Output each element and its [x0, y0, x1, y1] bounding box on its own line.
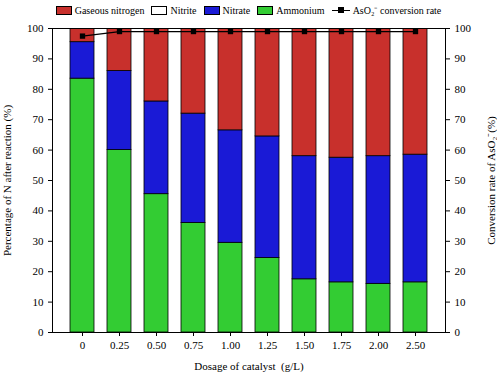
- svg-text:1.00: 1.00: [221, 339, 241, 351]
- svg-text:30: 30: [455, 235, 467, 247]
- svg-text:0.25: 0.25: [110, 339, 130, 351]
- html-text:Nitrate: Nitrate: [222, 4, 251, 16]
- svg-text:40: 40: [33, 204, 45, 216]
- svg-text:0.50: 0.50: [147, 339, 167, 351]
- html-text:Nitrite: Nitrite: [170, 4, 197, 16]
- html-text:Ammonium: Ammonium: [276, 4, 325, 16]
- svg-text:Percentage of N after reaction: Percentage of N after reaction (%): [1, 105, 14, 257]
- svg-text:1.25: 1.25: [258, 339, 278, 351]
- svg-text:2.00: 2.00: [369, 339, 389, 351]
- svg-text:30: 30: [33, 235, 45, 247]
- svg-text:Dosage of catalyst (g/L): Dosage of catalyst (g/L): [194, 360, 304, 373]
- svg-text:1.75: 1.75: [332, 339, 352, 351]
- svg-text:0: 0: [38, 326, 44, 338]
- svg-text:60: 60: [33, 144, 45, 156]
- svg-text:0: 0: [455, 326, 461, 338]
- svg-text:100: 100: [27, 22, 44, 34]
- svg-text:40: 40: [455, 204, 467, 216]
- svg-text:80: 80: [33, 83, 45, 95]
- svg-text:50: 50: [455, 174, 467, 186]
- svg-text:20: 20: [455, 265, 467, 277]
- html-text:Gaseous nitrogen: Gaseous nitrogen: [74, 4, 145, 16]
- svg-text:80: 80: [455, 83, 467, 95]
- svg-text:70: 70: [33, 113, 45, 125]
- svg-text:90: 90: [33, 52, 45, 64]
- svg-text:0.75: 0.75: [184, 339, 204, 351]
- svg-text:90: 90: [455, 52, 467, 64]
- svg-text:100: 100: [455, 22, 472, 34]
- svg-text:70: 70: [455, 113, 467, 125]
- svg-text:60: 60: [455, 144, 467, 156]
- svg-text:50: 50: [33, 174, 45, 186]
- svg-text:1.50: 1.50: [295, 339, 315, 351]
- html-text:AsO₂⁻ conversion rate: AsO₂⁻ conversion rate: [352, 5, 442, 16]
- svg-text:10: 10: [455, 296, 467, 308]
- svg-text:10: 10: [33, 296, 45, 308]
- svg-text:0: 0: [80, 339, 86, 351]
- svg-text:2.50: 2.50: [406, 339, 426, 351]
- svg-text:Conversion rate of AsO₂⁻(%): Conversion rate of AsO₂⁻(%): [485, 116, 497, 245]
- svg-text:20: 20: [33, 265, 45, 277]
